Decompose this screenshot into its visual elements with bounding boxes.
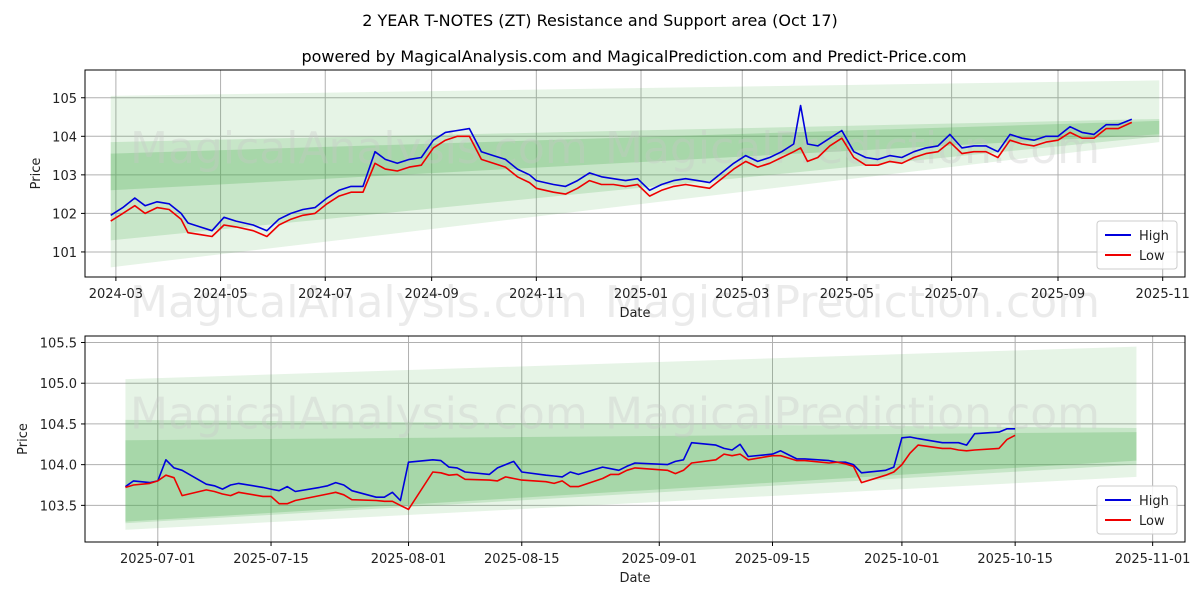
x-tick-label: 2025-05 bbox=[820, 287, 874, 302]
legend: High Low bbox=[1096, 485, 1178, 535]
y-tick-label: 103 bbox=[52, 169, 77, 184]
legend-box bbox=[1096, 485, 1178, 535]
legend-label-high: High bbox=[1139, 494, 1169, 509]
y-tick-label: 104 bbox=[52, 130, 77, 145]
x-tick-label: 2025-01 bbox=[614, 287, 668, 302]
support-resistance-band bbox=[125, 346, 1137, 530]
x-tick-label: 2025-09-01 bbox=[621, 552, 697, 567]
y-tick-label: 105.5 bbox=[40, 337, 77, 352]
watermark-prediction-lower: MagicalPrediction.com bbox=[605, 277, 1100, 328]
plot-area: MagicalAnalysis.com MagicalPrediction.com bbox=[110, 80, 1160, 268]
x-tick-label: 2025-07-15 bbox=[233, 552, 309, 567]
legend-label-low: Low bbox=[1139, 249, 1165, 264]
x-tick-label: 2025-07 bbox=[924, 287, 978, 302]
x-tick-label: 2025-09-15 bbox=[735, 552, 811, 567]
y-axis-label: Price bbox=[16, 423, 31, 455]
y-tick-label: 104.0 bbox=[40, 459, 77, 474]
x-tick-label: 2024-03 bbox=[89, 287, 143, 302]
y-tick-label: 105.0 bbox=[40, 377, 77, 392]
x-tick-label: 2025-03 bbox=[715, 287, 769, 302]
x-tick-label: 2025-10-01 bbox=[864, 552, 940, 567]
legend-box bbox=[1096, 220, 1178, 270]
y-axis-label: Price bbox=[29, 158, 44, 190]
legend: High Low bbox=[1096, 220, 1178, 270]
watermark-analysis: MagicalAnalysis.com bbox=[130, 123, 588, 174]
y-tick-label: 103.5 bbox=[40, 499, 77, 514]
watermark-analysis-lower: MagicalAnalysis.com bbox=[130, 277, 588, 328]
x-tick-label: 2024-05 bbox=[193, 287, 247, 302]
series-line-low bbox=[110, 121, 1133, 238]
chart-subtitle: powered by MagicalAnalysis.com and Magic… bbox=[301, 47, 966, 66]
watermark-prediction: MagicalPrediction.com bbox=[605, 389, 1100, 440]
x-tick-label: 2025-07-01 bbox=[120, 552, 196, 567]
bottom-plot: MagicalAnalysis.com MagicalPrediction.com… bbox=[16, 335, 1191, 586]
watermark-analysis: MagicalAnalysis.com bbox=[130, 389, 588, 440]
x-tick-label: 2024-07 bbox=[298, 287, 352, 302]
x-tick-label: 2025-11 bbox=[1136, 287, 1190, 302]
x-tick-label: 2025-08-01 bbox=[371, 552, 447, 567]
top-plot: MagicalAnalysis.com MagicalPrediction.com… bbox=[29, 69, 1190, 328]
x-axis-label: Date bbox=[619, 306, 650, 321]
legend-label-low: Low bbox=[1139, 514, 1165, 529]
support-resistance-band bbox=[110, 80, 1160, 268]
y-tick-label: 101 bbox=[52, 246, 77, 261]
chart-title: 2 YEAR T-NOTES (ZT) Resistance and Suppo… bbox=[362, 11, 838, 30]
x-axis-label: Date bbox=[619, 571, 650, 586]
x-tick-label: 2024-11 bbox=[509, 287, 563, 302]
series-line-high bbox=[110, 104, 1133, 232]
support-resistance-band bbox=[110, 120, 1160, 191]
plot-area: MagicalAnalysis.com MagicalPrediction.com bbox=[124, 346, 1137, 530]
x-tick-label: 2024-09 bbox=[404, 287, 458, 302]
series-line-low bbox=[125, 434, 1016, 511]
axes-frame bbox=[84, 69, 1186, 278]
x-tick-label: 2025-08-15 bbox=[484, 552, 560, 567]
axes-frame bbox=[84, 335, 1186, 543]
support-resistance-band bbox=[125, 432, 1137, 522]
y-tick-label: 102 bbox=[52, 207, 77, 222]
x-tick-label: 2025-09 bbox=[1031, 287, 1085, 302]
x-tick-label: 2025-11-01 bbox=[1115, 552, 1191, 567]
y-tick-label: 104.5 bbox=[40, 418, 77, 433]
series-line-high bbox=[124, 428, 1016, 502]
x-tick-label: 2025-10-15 bbox=[977, 552, 1053, 567]
legend-label-high: High bbox=[1139, 229, 1169, 244]
y-tick-label: 105 bbox=[52, 92, 77, 107]
